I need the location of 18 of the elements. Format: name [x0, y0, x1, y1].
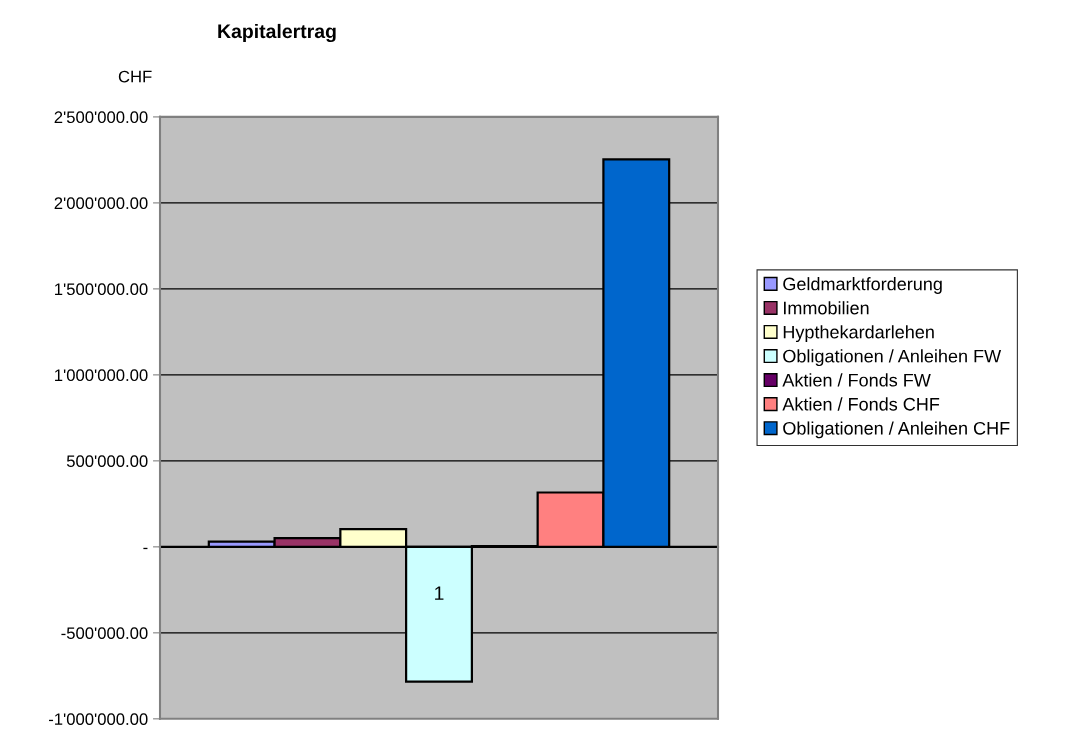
- y-tick-label: -500'000.00: [61, 627, 148, 640]
- legend-label: Hypthekardarlehen: [783, 325, 934, 343]
- y-tick-label: -: [143, 547, 148, 550]
- x-tick-label: 1: [435, 586, 444, 600]
- legend-label: Obligationen / Anleihen FW: [783, 349, 1002, 367]
- legend-label: Obligationen / Anleihen CHF: [783, 421, 1010, 439]
- legend-label: Aktien / Fonds FW: [782, 373, 931, 387]
- legend-label: Aktien / Fonds CHF: [782, 397, 940, 411]
- y-axis-title: CHF: [118, 70, 152, 83]
- y-tick-label: 2'000'000.00: [54, 197, 148, 210]
- legend-label: Immobilien: [784, 301, 869, 315]
- y-tick-label: 500'000.00: [66, 455, 148, 468]
- y-tick-label: 2'500'000.00: [54, 111, 148, 124]
- y-tick-label: 1'500'000.00: [55, 283, 148, 296]
- chart-title: Kapitalertrag: [218, 23, 336, 43]
- y-tick-label: 1'000'000.00: [55, 369, 148, 382]
- y-tick-label: -1'000'000.00: [48, 713, 148, 726]
- legend-label: Geldmarktforderung: [783, 277, 942, 294]
